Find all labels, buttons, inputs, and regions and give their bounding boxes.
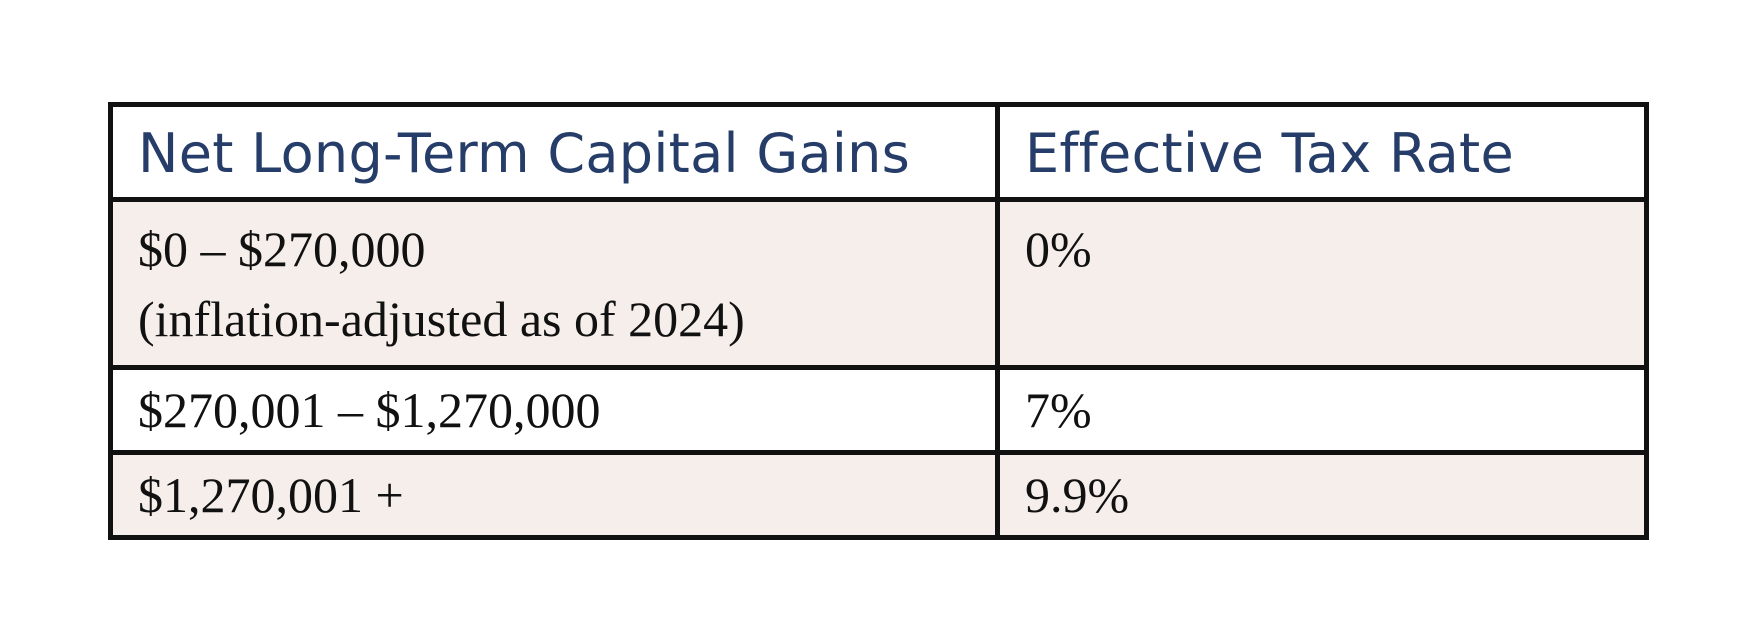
- table-row: $0 – $270,000 (inflation-adjusted as of …: [108, 197, 1649, 370]
- table-row: $1,270,001 + 9.9%: [108, 450, 1649, 540]
- gains-cell: $0 – $270,000 (inflation-adjusted as of …: [108, 197, 1000, 370]
- table-header-row: Net Long-Term Capital Gains Effective Ta…: [108, 102, 1649, 202]
- header-effective-tax-rate: Effective Tax Rate: [995, 102, 1649, 202]
- rate-cell: 7%: [995, 365, 1649, 455]
- table-row: $270,001 – $1,270,000 7%: [108, 365, 1649, 455]
- capital-gains-tax-table: Net Long-Term Capital Gains Effective Ta…: [108, 102, 1649, 540]
- gains-cell: $270,001 – $1,270,000: [108, 365, 1000, 455]
- rate-cell: 0%: [995, 197, 1649, 370]
- gains-note: (inflation-adjusted as of 2024): [138, 291, 745, 347]
- header-net-long-term-capital-gains: Net Long-Term Capital Gains: [108, 102, 1000, 202]
- rate-cell: 9.9%: [995, 450, 1649, 540]
- gains-cell: $1,270,001 +: [108, 450, 1000, 540]
- gains-range: $0 – $270,000: [138, 221, 426, 277]
